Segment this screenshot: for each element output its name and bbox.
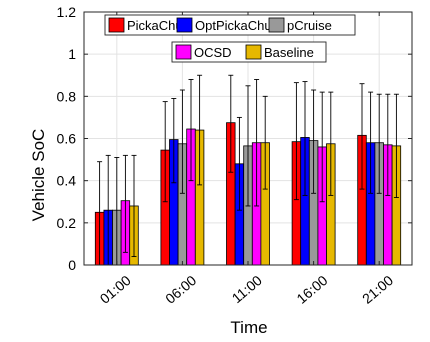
axes (83, 11, 413, 266)
x-tick-label: 06:00 (162, 272, 199, 307)
y-tick-label: 1 (68, 46, 76, 62)
legend-swatch (108, 17, 125, 33)
legend-swatch (176, 17, 193, 33)
y-tick-label: 0.8 (57, 88, 77, 104)
legend-swatch (175, 44, 192, 60)
y-tick-label: 0 (68, 257, 76, 273)
legend-label: OCSD (194, 45, 232, 60)
legend-label: Baseline (264, 45, 314, 60)
legend: PickaChu OptPickaChu pCruise OCSD Baseline (104, 14, 356, 63)
x-tick-label: 01:00 (97, 272, 134, 307)
y-axis-label: Vehicle SoC (29, 129, 48, 222)
legend-swatch (268, 17, 285, 33)
x-axis-label: Time (230, 318, 267, 337)
y-tick-label: 0.4 (57, 173, 77, 189)
series-baseline-bars (129, 74, 402, 266)
y-tick-label: 0.2 (57, 215, 77, 231)
legend-label: PickaChu (127, 18, 183, 33)
y-tick-label: 1.2 (57, 4, 77, 20)
legend-swatch (245, 44, 262, 60)
x-tick-label: 11:00 (229, 272, 265, 306)
legend-label: pCruise (287, 18, 332, 33)
legend-label: OptPickaChu (195, 18, 272, 33)
legend-box (104, 14, 356, 36)
x-tick-label: 16:00 (293, 272, 330, 307)
x-tick-label: 21:00 (359, 272, 396, 307)
series-pcruise-bars (112, 85, 384, 266)
y-tick-label: 0.6 (57, 131, 77, 147)
bar-series (94, 74, 402, 266)
